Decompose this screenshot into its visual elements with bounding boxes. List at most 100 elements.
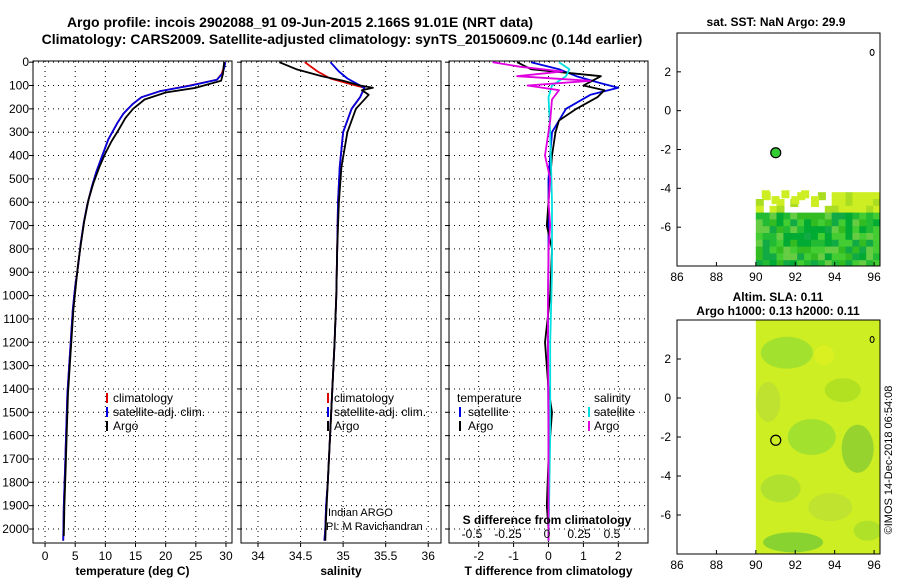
annotation-pi: PI: M Ravichandran [326,521,423,533]
sst-cell [777,267,785,275]
sst-cell [797,219,806,228]
sst-cell [831,219,840,228]
map-x-tick-label: 90 [749,558,763,572]
sst-cell [769,212,778,221]
sst-cell [790,239,799,248]
sst-cell [817,239,826,248]
sst-cell [838,239,847,248]
sst-cell [797,212,806,221]
sst-cell [831,233,840,241]
sla-patch [853,520,880,541]
sst-cell [824,233,833,241]
sst-cell [852,226,861,235]
depth-tick-label: 800 [9,242,29,256]
x2-tick-label: -0.25 [494,527,522,541]
map-x-tick-label: 96 [867,270,881,284]
sst-cell [880,213,888,221]
depth-tick-label: 100 [9,79,29,93]
sst-cell [804,253,813,262]
island-icon [869,48,875,56]
sst-cell [852,199,861,207]
sst-cell [852,219,861,228]
figure-title-2: Climatology: CARS2009. Satellite-adjuste… [42,31,643,47]
sst-cell [811,253,819,262]
sst-cell [866,199,875,207]
sst-cell [831,260,840,266]
panel-frame [240,60,442,544]
sst-cell [804,212,813,221]
annotation-indian-argo: Indian ARGO [328,507,393,519]
legend-label: satellite [468,405,509,419]
sst-cell [801,190,810,199]
sst-cell [817,260,826,266]
sla-patch [756,381,781,422]
sst-cell [804,246,813,255]
sst-cell [755,233,764,241]
sst-cell [838,246,847,255]
x-tick-label: 25 [189,549,203,563]
legend-label: Argo [594,419,620,433]
sst-cell [769,226,778,235]
sst-cell [859,267,867,275]
sst-cell [880,206,888,214]
sst-cell [824,246,833,255]
series-line-t-satellite [530,61,620,541]
sst-cell [859,246,868,255]
depth-tick-label: 1800 [2,475,29,489]
sst-cell [776,212,785,221]
sst-cell [880,267,888,275]
sst-cell [762,239,771,248]
sst-cell [790,219,799,228]
depth-tick-label: 1900 [2,499,29,513]
map-x-tick-label: 90 [749,270,763,284]
sst-cell [797,233,806,241]
sst-cell [873,212,880,221]
sst-cell [831,205,840,214]
map-y-tick-label: -2 [660,430,671,444]
sst-cell [866,226,875,235]
sst-cell [880,219,888,227]
legend-label: satellite-adj. clim. [334,405,426,419]
sst-cell [880,260,888,268]
sst-cell [866,219,875,228]
sst-cell [763,267,771,275]
sst-cell [783,253,792,262]
map-y-tick-label: 2 [664,352,671,366]
sst-cell [880,226,888,234]
sst-cell [783,219,792,228]
sst-cell [859,212,868,221]
sst-cell [838,253,847,262]
sst-cell [866,212,875,221]
sst-cell [852,192,861,201]
series-line-t-argo [516,61,606,530]
sst-cell [811,226,819,235]
x-tick-label: -1 [508,549,519,563]
sst-cell [873,253,880,262]
sst-cell [776,233,785,241]
sst-cell [790,233,799,241]
sst-cell [824,260,833,266]
depth-tick-label: 1100 [3,312,29,326]
sst-cell [797,253,806,262]
sst-cell [755,199,764,207]
sst-map-title: sat. SST: NaN Argo: 29.9 [707,15,846,29]
sst-cell [811,239,819,248]
sst-cell [831,192,840,201]
argo-position-marker [770,434,782,446]
sst-cell [790,253,799,262]
panel-frame [32,60,233,544]
sst-cell [845,226,854,235]
x-axis-label: salinity [320,564,362,578]
sst-cell [831,199,840,207]
sst-cell [769,239,778,248]
sst-cell [831,212,840,221]
sst-cell [817,219,826,228]
sst-cell [762,246,771,255]
sst-cell [769,205,778,214]
sst-cell [804,219,813,228]
sst-cell [755,219,764,228]
sst-cell [783,260,792,266]
sst-cell [845,205,854,214]
sst-cell [762,226,771,235]
